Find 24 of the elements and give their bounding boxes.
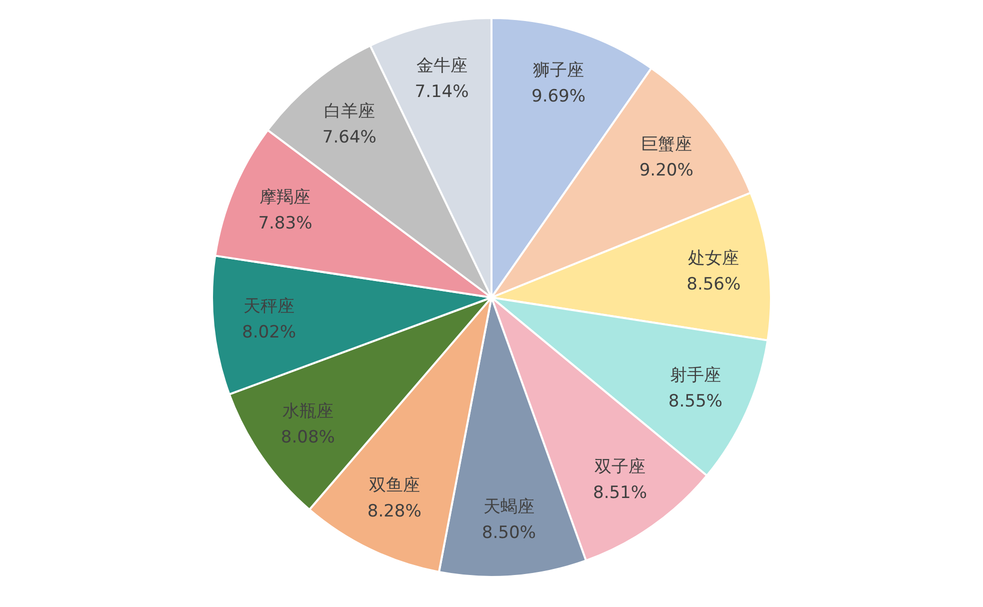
slice-label: 巨蟹座: [640, 134, 692, 155]
slice-label: 双子座: [594, 456, 646, 477]
slice-label: 摩羯座: [260, 188, 311, 208]
slice-label: 射手座: [670, 366, 721, 386]
data-label: 8.28%: [367, 501, 422, 522]
slice-label: 双鱼座: [368, 475, 420, 496]
slice-label: 狮子座: [533, 60, 584, 81]
data-label: 7.64%: [322, 127, 376, 148]
data-label: 7.14%: [414, 82, 469, 102]
data-label: 8.08%: [280, 428, 335, 448]
slice-label: 天蝎座: [483, 496, 534, 517]
slice-label: 白羊座: [324, 101, 375, 122]
slice-label: 金牛座: [416, 56, 468, 76]
data-label: 8.50%: [482, 522, 536, 543]
slice-label: 天秤座: [244, 296, 295, 317]
data-label: 9.20%: [639, 160, 694, 181]
data-label: 8.55%: [668, 392, 722, 412]
data-label: 8.02%: [242, 322, 296, 343]
slice-label: 处女座: [688, 248, 740, 268]
slice-label: 水瓶座: [282, 402, 334, 422]
data-label: 9.69%: [532, 86, 586, 107]
data-label: 7.83%: [258, 214, 312, 234]
data-label: 8.51%: [593, 482, 648, 503]
data-label: 8.56%: [686, 274, 741, 294]
